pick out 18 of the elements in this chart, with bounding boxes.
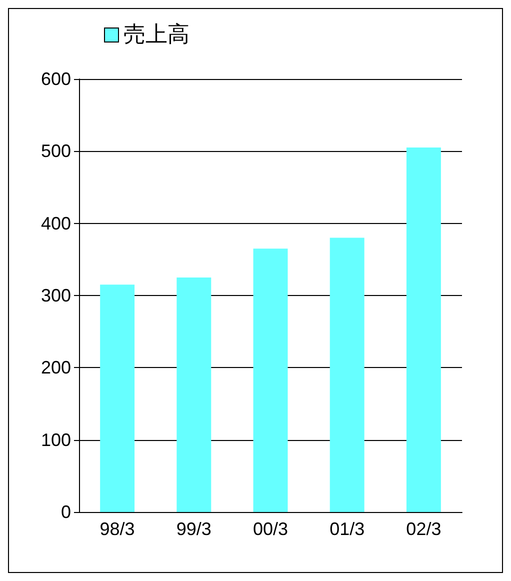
bar (330, 238, 364, 512)
x-tick-label: 99/3 (176, 519, 212, 539)
y-tick-label: 0 (60, 502, 71, 522)
legend-label: 売上高 (124, 22, 190, 48)
x-tick-label: 98/3 (100, 519, 135, 539)
y-tick-label: 100 (40, 430, 71, 450)
bar (253, 248, 288, 512)
y-tick-label: 300 (40, 286, 71, 306)
x-tick-label: 02/3 (406, 519, 442, 539)
x-tick-label: 00/3 (252, 519, 288, 539)
x-tick-label: 01/3 (330, 519, 365, 539)
y-tick-label: 600 (40, 69, 71, 89)
bar (406, 148, 441, 512)
y-tick-label: 200 (40, 358, 71, 378)
bar (176, 277, 212, 512)
y-tick-label: 500 (40, 141, 71, 162)
bar (100, 284, 135, 512)
y-tick-label: 400 (40, 213, 71, 234)
